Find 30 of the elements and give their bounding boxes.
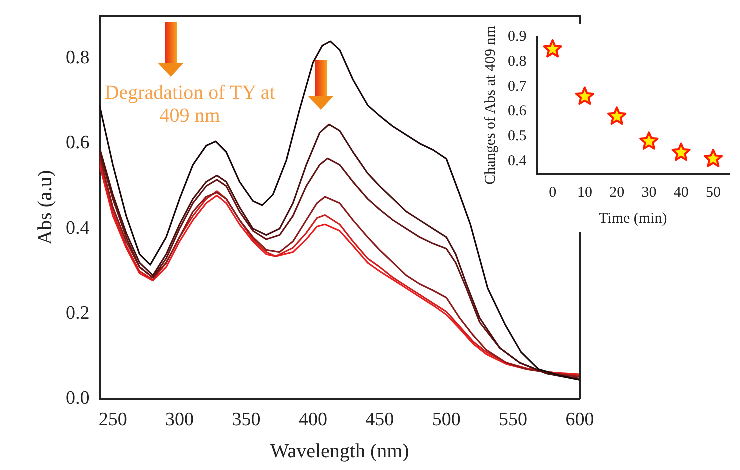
x-tick-label: 500 xyxy=(432,410,461,431)
y-tick-label: 0.5 xyxy=(508,128,527,145)
x-tick-label: 0 xyxy=(549,184,557,201)
x-tick-label: 300 xyxy=(166,410,194,431)
y-tick-label: 0.8 xyxy=(508,54,527,70)
y-axis-title: Changes of Abs at 409 nm xyxy=(482,26,499,185)
y-tick-label: 0.6 xyxy=(66,132,90,154)
y-tick-label: 0.8 xyxy=(66,48,90,69)
y-tick-label: 0.4 xyxy=(66,218,90,239)
y-tick-label: 0.2 xyxy=(66,303,90,324)
y-tick-label: 0.0 xyxy=(66,388,90,410)
y-axis-title: Abs (a.u) xyxy=(34,170,56,245)
x-tick-label: 40 xyxy=(674,184,689,201)
x-tick-label: 20 xyxy=(610,184,625,201)
x-axis-title: Wavelength (nm) xyxy=(270,440,410,462)
x-tick-label: 10 xyxy=(577,184,592,201)
x-tick-label: 250 xyxy=(98,410,128,431)
y-tick-label: 0.6 xyxy=(508,104,528,120)
x-tick-label: 450 xyxy=(366,410,394,431)
x-tick-label: 350 xyxy=(232,410,261,431)
x-tick-label: 600 xyxy=(566,410,594,431)
x-axis-title: Time (min) xyxy=(599,210,668,227)
y-tick-label: 0.4 xyxy=(508,153,528,170)
x-tick-label: 550 xyxy=(499,410,528,431)
y-tick-label: 0.7 xyxy=(508,78,528,95)
annotation: Degradation of TY at 409 nm xyxy=(104,82,276,128)
x-tick-label: 50 xyxy=(706,184,721,201)
y-tick-label: 0.9 xyxy=(508,28,527,45)
x-tick-label: 30 xyxy=(642,184,657,201)
x-tick-label: 400 xyxy=(298,410,328,431)
